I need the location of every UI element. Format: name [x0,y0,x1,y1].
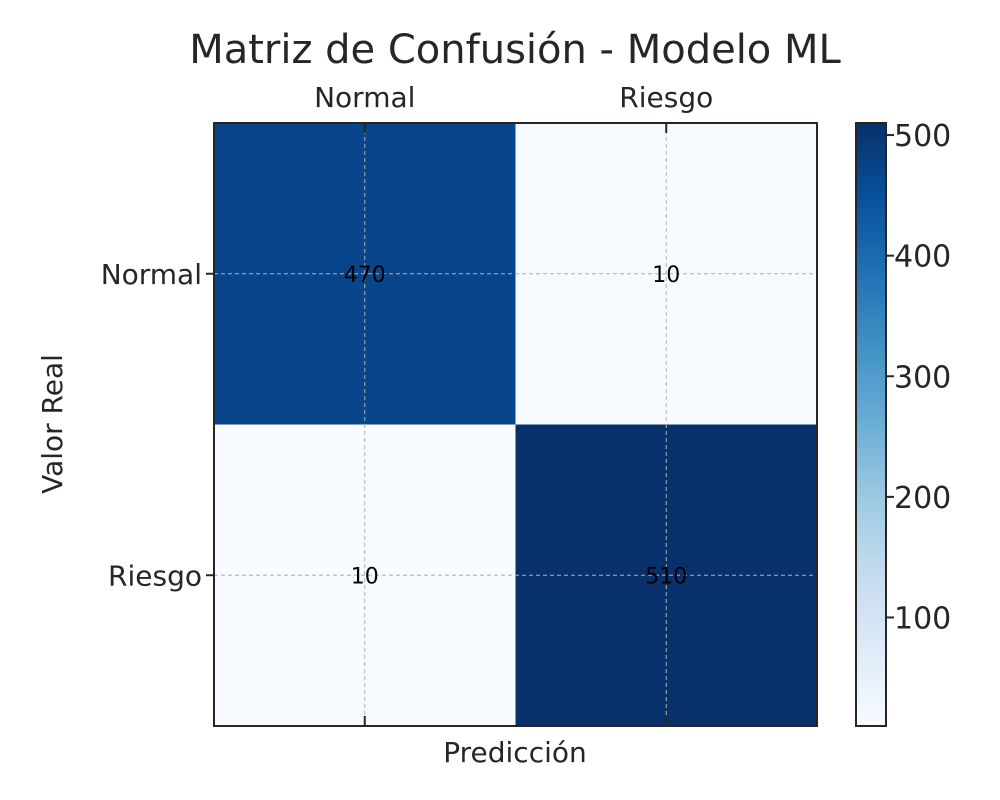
colorbar-tick-label-4: 500 [894,119,951,154]
colorbar-tick-label-1: 200 [894,481,951,516]
colorbar-tick-label-3: 400 [894,240,951,275]
cell-value-label-1-1: 510 [645,564,687,589]
chart-title: Matriz de Confusión - Modelo ML [189,27,841,73]
colorbar-tick-label-0: 100 [894,601,951,636]
x-axis-label: Predicción [443,736,587,769]
cell-value-label-1-0: 10 [351,564,379,589]
plot-frame [213,122,818,727]
y-axis-label: Valor Real [36,354,69,494]
y-tick-label-1: Riesgo [108,559,202,592]
cell-value-label-0-1: 10 [652,263,680,288]
x-tick-label-1: Riesgo [619,81,713,114]
x-tick-label-0: Normal [314,81,415,114]
y-tick-label-0: Normal [101,258,202,291]
colorbar [855,122,887,727]
colorbar-tick-label-2: 300 [894,360,951,395]
cell-value-label-0-0: 470 [344,263,386,288]
